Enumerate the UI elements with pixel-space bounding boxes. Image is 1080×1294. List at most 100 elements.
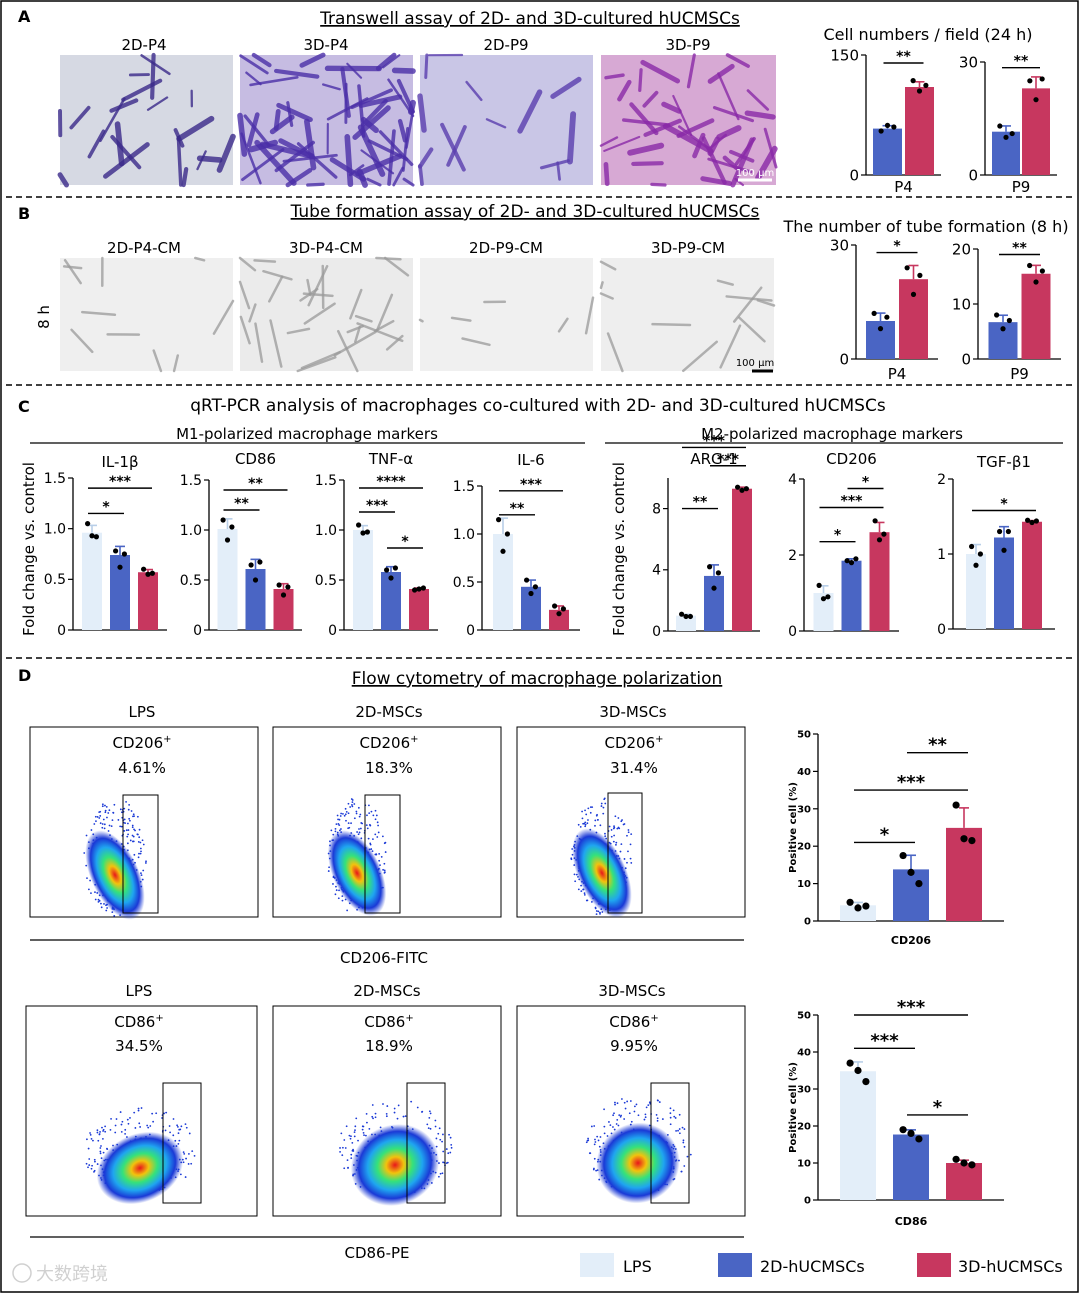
y-tick-label: 8 [652,502,661,518]
cell-stain-stroke [176,115,215,142]
data-point [224,537,231,543]
flow-event-dot [112,812,115,814]
flow1-axis-label: CD206-FITC [340,949,428,967]
significance-label: ** [248,476,263,492]
data-point [853,556,859,562]
flow-event-dot [589,806,592,809]
data-point [816,582,822,589]
flow-event-dot [614,1101,616,1104]
flow-event-dot [585,1141,588,1144]
flow-event-dot [338,824,341,827]
cell-stain-stroke [701,136,727,185]
flow-event-dot [372,1117,374,1120]
flow-event-dot [106,816,108,819]
flow-event-dot [396,1117,399,1120]
cell-stain-stroke [249,76,299,87]
image-label-b2: 3D-P4-CM [289,239,363,257]
flow-event-dot [140,850,142,853]
flow-event-dot [404,1115,407,1118]
flow-event-dot [132,840,135,843]
flow-event-dot [345,1125,348,1128]
flow-event-dot [361,822,364,825]
flow-event-dot [132,835,135,838]
flow-event-dot [343,1167,346,1170]
tube-segment [299,287,319,302]
significance-label: *** [870,1030,899,1051]
data-point [960,1159,968,1167]
bar-2d-hucmscs [245,569,266,630]
flow-event-dot [119,1111,122,1113]
flow-event-dot [357,1139,359,1142]
data-point [1003,134,1009,140]
bar-3d-hucmscs [905,87,934,175]
data-point [149,570,155,576]
flow-event-dot [344,807,347,810]
data-point [356,522,362,528]
cell-stain-stroke [296,142,338,179]
flow-event-dot [587,1139,590,1142]
flow-event-dot [343,1139,346,1141]
flow-event-dot [358,828,360,830]
data-point [560,606,567,612]
flow-event-dot [99,815,102,817]
image-label-b3: 2D-P9-CM [469,239,543,257]
flow-event-dot [620,843,623,846]
flow-event-dot [109,1128,112,1131]
flow-event-dot [90,1167,93,1170]
y-tick-label: 0 [937,622,946,638]
flow-event-dot [188,1132,191,1135]
significance-label: *** [366,498,389,514]
flow-event-dot [441,1172,444,1175]
significance-label: * [1000,497,1008,513]
flow-event-dot [179,1173,182,1176]
flow-event-dot [630,833,633,836]
flow-gate-box [650,1082,690,1204]
cell-stain-stroke [672,94,693,136]
flow-event-dot [182,1151,185,1154]
legend-swatch-3d [917,1253,951,1277]
y-tick-label: 2 [788,548,797,564]
data-point [862,1078,870,1086]
flow-density-core [596,1122,680,1204]
flow-event-dot [629,857,632,860]
cell-stain-stroke [716,125,742,141]
data-point [735,484,741,490]
bar-3d-hucmscs [869,532,890,631]
data-point [1005,528,1012,535]
data-point [743,486,750,492]
flow-event-dot [674,1117,677,1119]
y-tick-label: 30 [959,53,978,71]
flow1-frame-2 [272,726,502,918]
y-tick-label: 1.5 [315,473,337,489]
cell-stain-stroke [322,83,341,91]
flow1-plot-1: CD206+ 4.61% [29,726,259,918]
flow-event-dot [133,1111,136,1114]
cell-stain-stroke [643,118,682,137]
flow-event-dot [104,1130,107,1133]
flow-event-dot [618,827,621,830]
flow-event-dot [104,809,107,812]
flow-event-dot [678,1132,681,1135]
flow-event-dot [103,823,106,826]
flow-event-dot [616,1102,619,1105]
flow-event-dot [104,811,107,814]
flow-event-dot [610,829,613,831]
tube-segment [63,258,82,285]
flow-event-dot [613,825,615,828]
flow-event-dot [142,869,145,872]
flow-event-dot [450,1143,453,1146]
flow2-percent-3: 9.95% [610,1037,658,1055]
flow-event-dot [117,819,120,821]
bar-3d-hucmscs [732,488,752,631]
y-tick-label: 40 [797,767,811,778]
data-point [1033,279,1039,285]
transwell-image-3d-p4 [240,55,413,185]
cell-stain-stroke [440,122,466,172]
flow-event-dot [383,871,386,874]
flow-event-dot [627,829,630,831]
flow-event-dot [99,822,102,825]
cell-stain-stroke [661,101,682,114]
bar-lps [353,530,373,630]
